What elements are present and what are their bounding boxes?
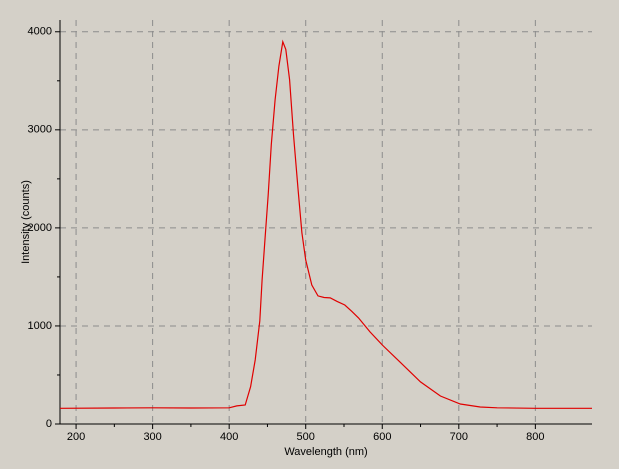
x-tick-label: 600 <box>373 431 391 443</box>
x-tick-label: 800 <box>526 431 544 443</box>
y-axis-label: Intensity (counts) <box>20 180 32 264</box>
y-tick-label: 4000 <box>28 26 52 38</box>
spectrum-line <box>59 39 592 409</box>
y-tick-label: 3000 <box>28 124 52 136</box>
x-tick-label: 300 <box>143 431 161 443</box>
y-tick-label: 2000 <box>28 222 52 234</box>
x-tick-label: 700 <box>450 431 468 443</box>
y-tick-label: 1000 <box>28 320 52 332</box>
y-tick-label: 0 <box>46 418 52 430</box>
x-tick-label: 500 <box>297 431 315 443</box>
x-axis-label: Wavelength (nm) <box>284 446 367 458</box>
x-tick-label: 400 <box>220 431 238 443</box>
x-tick-label: 200 <box>67 431 85 443</box>
